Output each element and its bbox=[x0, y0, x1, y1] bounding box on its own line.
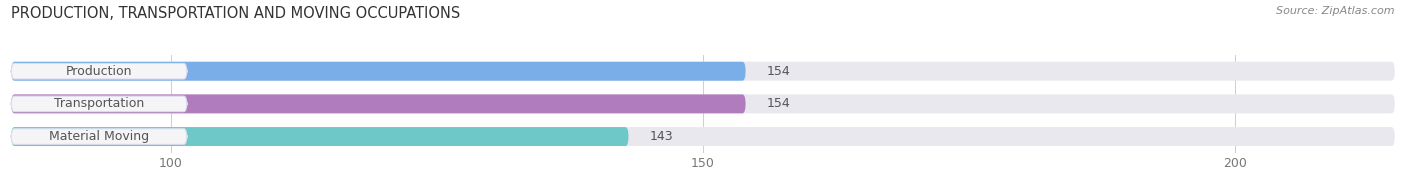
FancyBboxPatch shape bbox=[11, 62, 1395, 81]
FancyBboxPatch shape bbox=[11, 127, 1395, 146]
FancyBboxPatch shape bbox=[11, 62, 745, 81]
Text: Source: ZipAtlas.com: Source: ZipAtlas.com bbox=[1277, 6, 1395, 16]
Text: Material Moving: Material Moving bbox=[49, 130, 149, 143]
Text: Production: Production bbox=[66, 65, 132, 78]
Text: 154: 154 bbox=[766, 65, 790, 78]
FancyBboxPatch shape bbox=[11, 94, 745, 113]
FancyBboxPatch shape bbox=[11, 127, 628, 146]
FancyBboxPatch shape bbox=[11, 129, 187, 144]
FancyBboxPatch shape bbox=[11, 94, 1395, 113]
FancyBboxPatch shape bbox=[11, 64, 187, 79]
Text: 143: 143 bbox=[650, 130, 673, 143]
FancyBboxPatch shape bbox=[11, 96, 187, 112]
Text: 154: 154 bbox=[766, 97, 790, 110]
Text: Transportation: Transportation bbox=[53, 97, 145, 110]
Text: PRODUCTION, TRANSPORTATION AND MOVING OCCUPATIONS: PRODUCTION, TRANSPORTATION AND MOVING OC… bbox=[11, 6, 461, 21]
